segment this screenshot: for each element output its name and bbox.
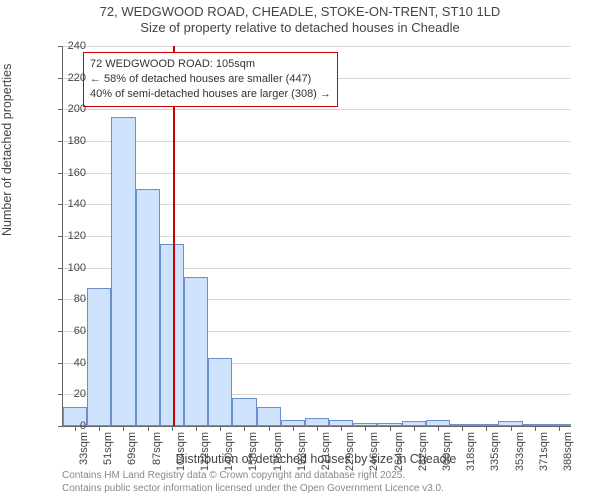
y-tick-label: 220 <box>42 72 86 84</box>
x-tick-mark <box>438 426 439 431</box>
chart-container: 72, WEDGWOOD ROAD, CHEADLE, STOKE-ON-TRE… <box>0 0 600 500</box>
x-tick-mark <box>269 426 270 431</box>
x-axis-label: Distribution of detached houses by size … <box>62 452 570 466</box>
y-axis-label: Number of detached properties <box>0 64 14 236</box>
y-tick-label: 0 <box>42 420 86 432</box>
callout-line: 40% of semi-detached houses are larger (… <box>90 87 331 102</box>
x-tick-mark <box>99 426 100 431</box>
x-tick-mark <box>511 426 512 431</box>
gridline <box>63 173 571 174</box>
title-line-2: Size of property relative to detached ho… <box>0 20 600 36</box>
x-tick-mark <box>293 426 294 431</box>
callout-line: 72 WEDGWOOD ROAD: 105sqm <box>90 57 331 72</box>
x-tick-mark <box>123 426 124 431</box>
histogram-bar <box>232 398 256 427</box>
y-tick-label: 80 <box>42 293 86 305</box>
attribution-line-1: Contains HM Land Registry data © Crown c… <box>62 470 570 483</box>
histogram-bar <box>87 288 111 426</box>
x-tick-mark <box>244 426 245 431</box>
x-tick-mark <box>341 426 342 431</box>
x-tick-mark <box>148 426 149 431</box>
histogram-bar <box>184 277 208 426</box>
x-tick-mark <box>365 426 366 431</box>
gridline <box>63 141 571 142</box>
histogram-bar <box>160 244 184 426</box>
histogram-bar <box>305 418 329 426</box>
histogram-bar <box>208 358 232 426</box>
y-tick-label: 120 <box>42 230 86 242</box>
histogram-bar <box>257 407 281 426</box>
y-tick-label: 40 <box>42 357 86 369</box>
x-tick-mark <box>172 426 173 431</box>
x-tick-mark <box>462 426 463 431</box>
x-tick-mark <box>390 426 391 431</box>
x-tick-mark <box>317 426 318 431</box>
y-tick-label: 60 <box>42 325 86 337</box>
title-line-1: 72, WEDGWOOD ROAD, CHEADLE, STOKE-ON-TRE… <box>0 4 600 20</box>
attribution: Contains HM Land Registry data © Crown c… <box>62 470 570 495</box>
attribution-line-2: Contains public sector information licen… <box>62 483 570 496</box>
x-tick-mark <box>486 426 487 431</box>
y-tick-label: 160 <box>42 167 86 179</box>
y-tick-label: 200 <box>42 103 86 115</box>
y-tick-label: 140 <box>42 198 86 210</box>
plot-area: 33sqm51sqm69sqm87sqm104sqm122sqm140sqm15… <box>62 46 571 427</box>
y-tick-label: 100 <box>42 262 86 274</box>
callout-box: 72 WEDGWOOD ROAD: 105sqm← 58% of detache… <box>83 52 338 107</box>
y-tick-label: 20 <box>42 388 86 400</box>
x-tick-mark <box>220 426 221 431</box>
gridline <box>63 46 571 47</box>
y-tick-label: 240 <box>42 40 86 52</box>
histogram-bar <box>111 117 135 426</box>
callout-line: ← 58% of detached houses are smaller (44… <box>90 72 331 87</box>
x-tick-mark <box>414 426 415 431</box>
gridline <box>63 109 571 110</box>
x-tick-mark <box>559 426 560 431</box>
x-tick-mark <box>535 426 536 431</box>
x-tick-mark <box>196 426 197 431</box>
histogram-bar <box>136 189 160 427</box>
chart-title: 72, WEDGWOOD ROAD, CHEADLE, STOKE-ON-TRE… <box>0 4 600 37</box>
y-tick-label: 180 <box>42 135 86 147</box>
